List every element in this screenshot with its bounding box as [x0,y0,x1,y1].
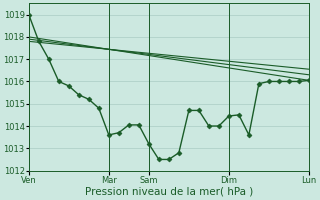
X-axis label: Pression niveau de la mer( hPa ): Pression niveau de la mer( hPa ) [85,187,253,197]
